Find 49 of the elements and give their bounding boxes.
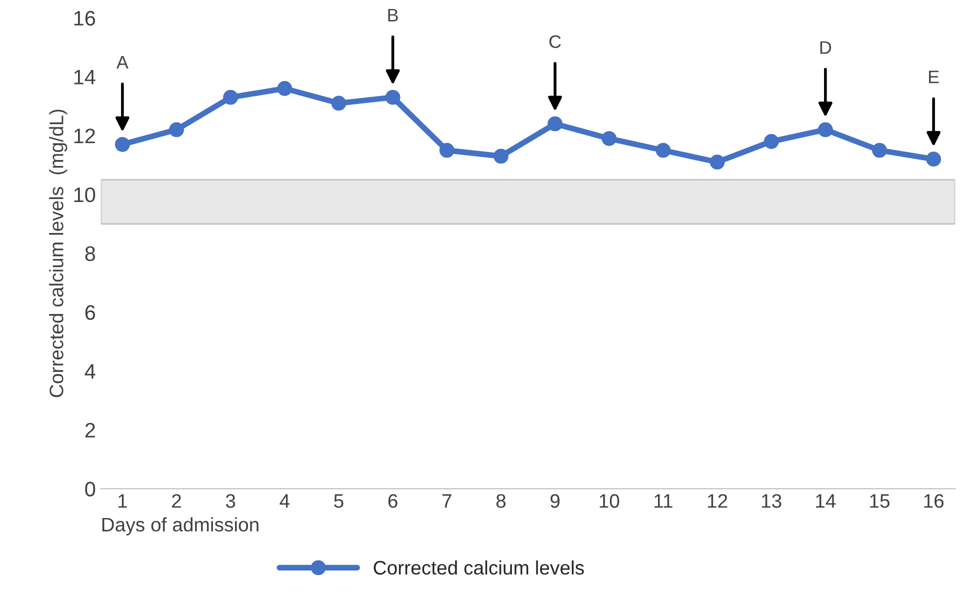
y-tick-label: 0 [85,482,96,496]
point [331,96,346,111]
annotation: B [388,8,398,22]
point [169,122,184,138]
point [818,122,833,138]
y-tick-label: 10 [74,187,96,202]
annotation: E [929,70,939,84]
x-tick-label: 14 [816,494,836,508]
y-tick-label: 6 [85,305,96,320]
x-tick-label: 12 [708,494,728,508]
point [602,131,617,146]
point [926,152,942,167]
annotation: A [116,56,128,68]
y-axis-title: Corrected calcium levels (mg/dL) [49,110,68,398]
y-tick-label: 4 [84,364,96,379]
annotation: C [549,35,561,48]
x-tick-label: 5 [334,494,344,508]
x-tick-label: 15 [870,494,890,508]
x-tick-label: 8 [496,494,506,508]
x-tick-label: 4 [280,494,290,508]
point [494,148,508,164]
x-tick-label: 13 [762,494,782,508]
point [710,154,725,170]
x-tick-label: 16 [924,494,944,508]
point [764,134,779,149]
legend-label: Corrected calcium levels [374,560,584,575]
x-tick-label: 9 [550,494,560,508]
point [439,142,454,158]
x-tick-label: 3 [226,494,236,508]
point [277,81,292,96]
annotation: D [820,41,832,54]
y-tick-label: 14 [74,70,96,84]
point [656,142,671,158]
point [872,142,887,158]
point [548,116,562,132]
point [385,90,400,105]
x-tick-label: 11 [654,494,672,508]
point [114,136,130,152]
x-tick-label: 6 [388,494,398,508]
y-tick-label: 16 [74,10,96,26]
y-tick-label: 12 [74,128,95,144]
x-axis-title: Days of admission [102,517,258,536]
y-tick-label: 2 [85,422,95,438]
x-tick-label: 10 [600,494,620,508]
x-tick-label: 1 [118,494,127,508]
x-tick-label: 2 [172,494,181,508]
point [223,90,238,105]
y-tick-label: 8 [85,246,96,262]
x-tick-label: 7 [442,494,452,508]
